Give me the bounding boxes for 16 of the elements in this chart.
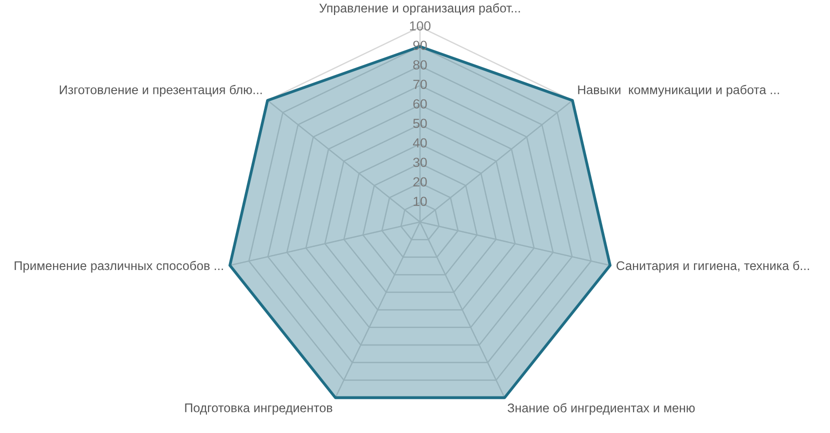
y-tick-label: 60 bbox=[413, 99, 427, 109]
y-tick-label: 40 bbox=[412, 138, 427, 148]
y-tick-label: 20 bbox=[413, 177, 427, 187]
y-tick-label: 80 bbox=[413, 60, 427, 70]
spoke-label: Подготовка ингредиентов bbox=[185, 404, 332, 415]
y-tick-label: 50 bbox=[413, 118, 427, 128]
y-tick-label: 70 bbox=[413, 80, 427, 90]
spoke-label: Изготовление и презентация блю... bbox=[60, 84, 262, 97]
spoke-label: Управление и организация работ... bbox=[319, 3, 520, 15]
spoke-label: Санитария и гигиена, техника б... bbox=[616, 260, 809, 273]
spoke-label: Применение различных способов ... bbox=[14, 260, 223, 273]
spoke-label: Знание об ингредиентах и меню bbox=[508, 403, 695, 415]
y-tick-label: 100 bbox=[410, 21, 430, 31]
spoke-label: Навыки коммуникации и работа ... bbox=[578, 84, 779, 97]
y-tick-label: 30 bbox=[413, 158, 427, 168]
y-tick-label: 10 bbox=[414, 196, 427, 206]
